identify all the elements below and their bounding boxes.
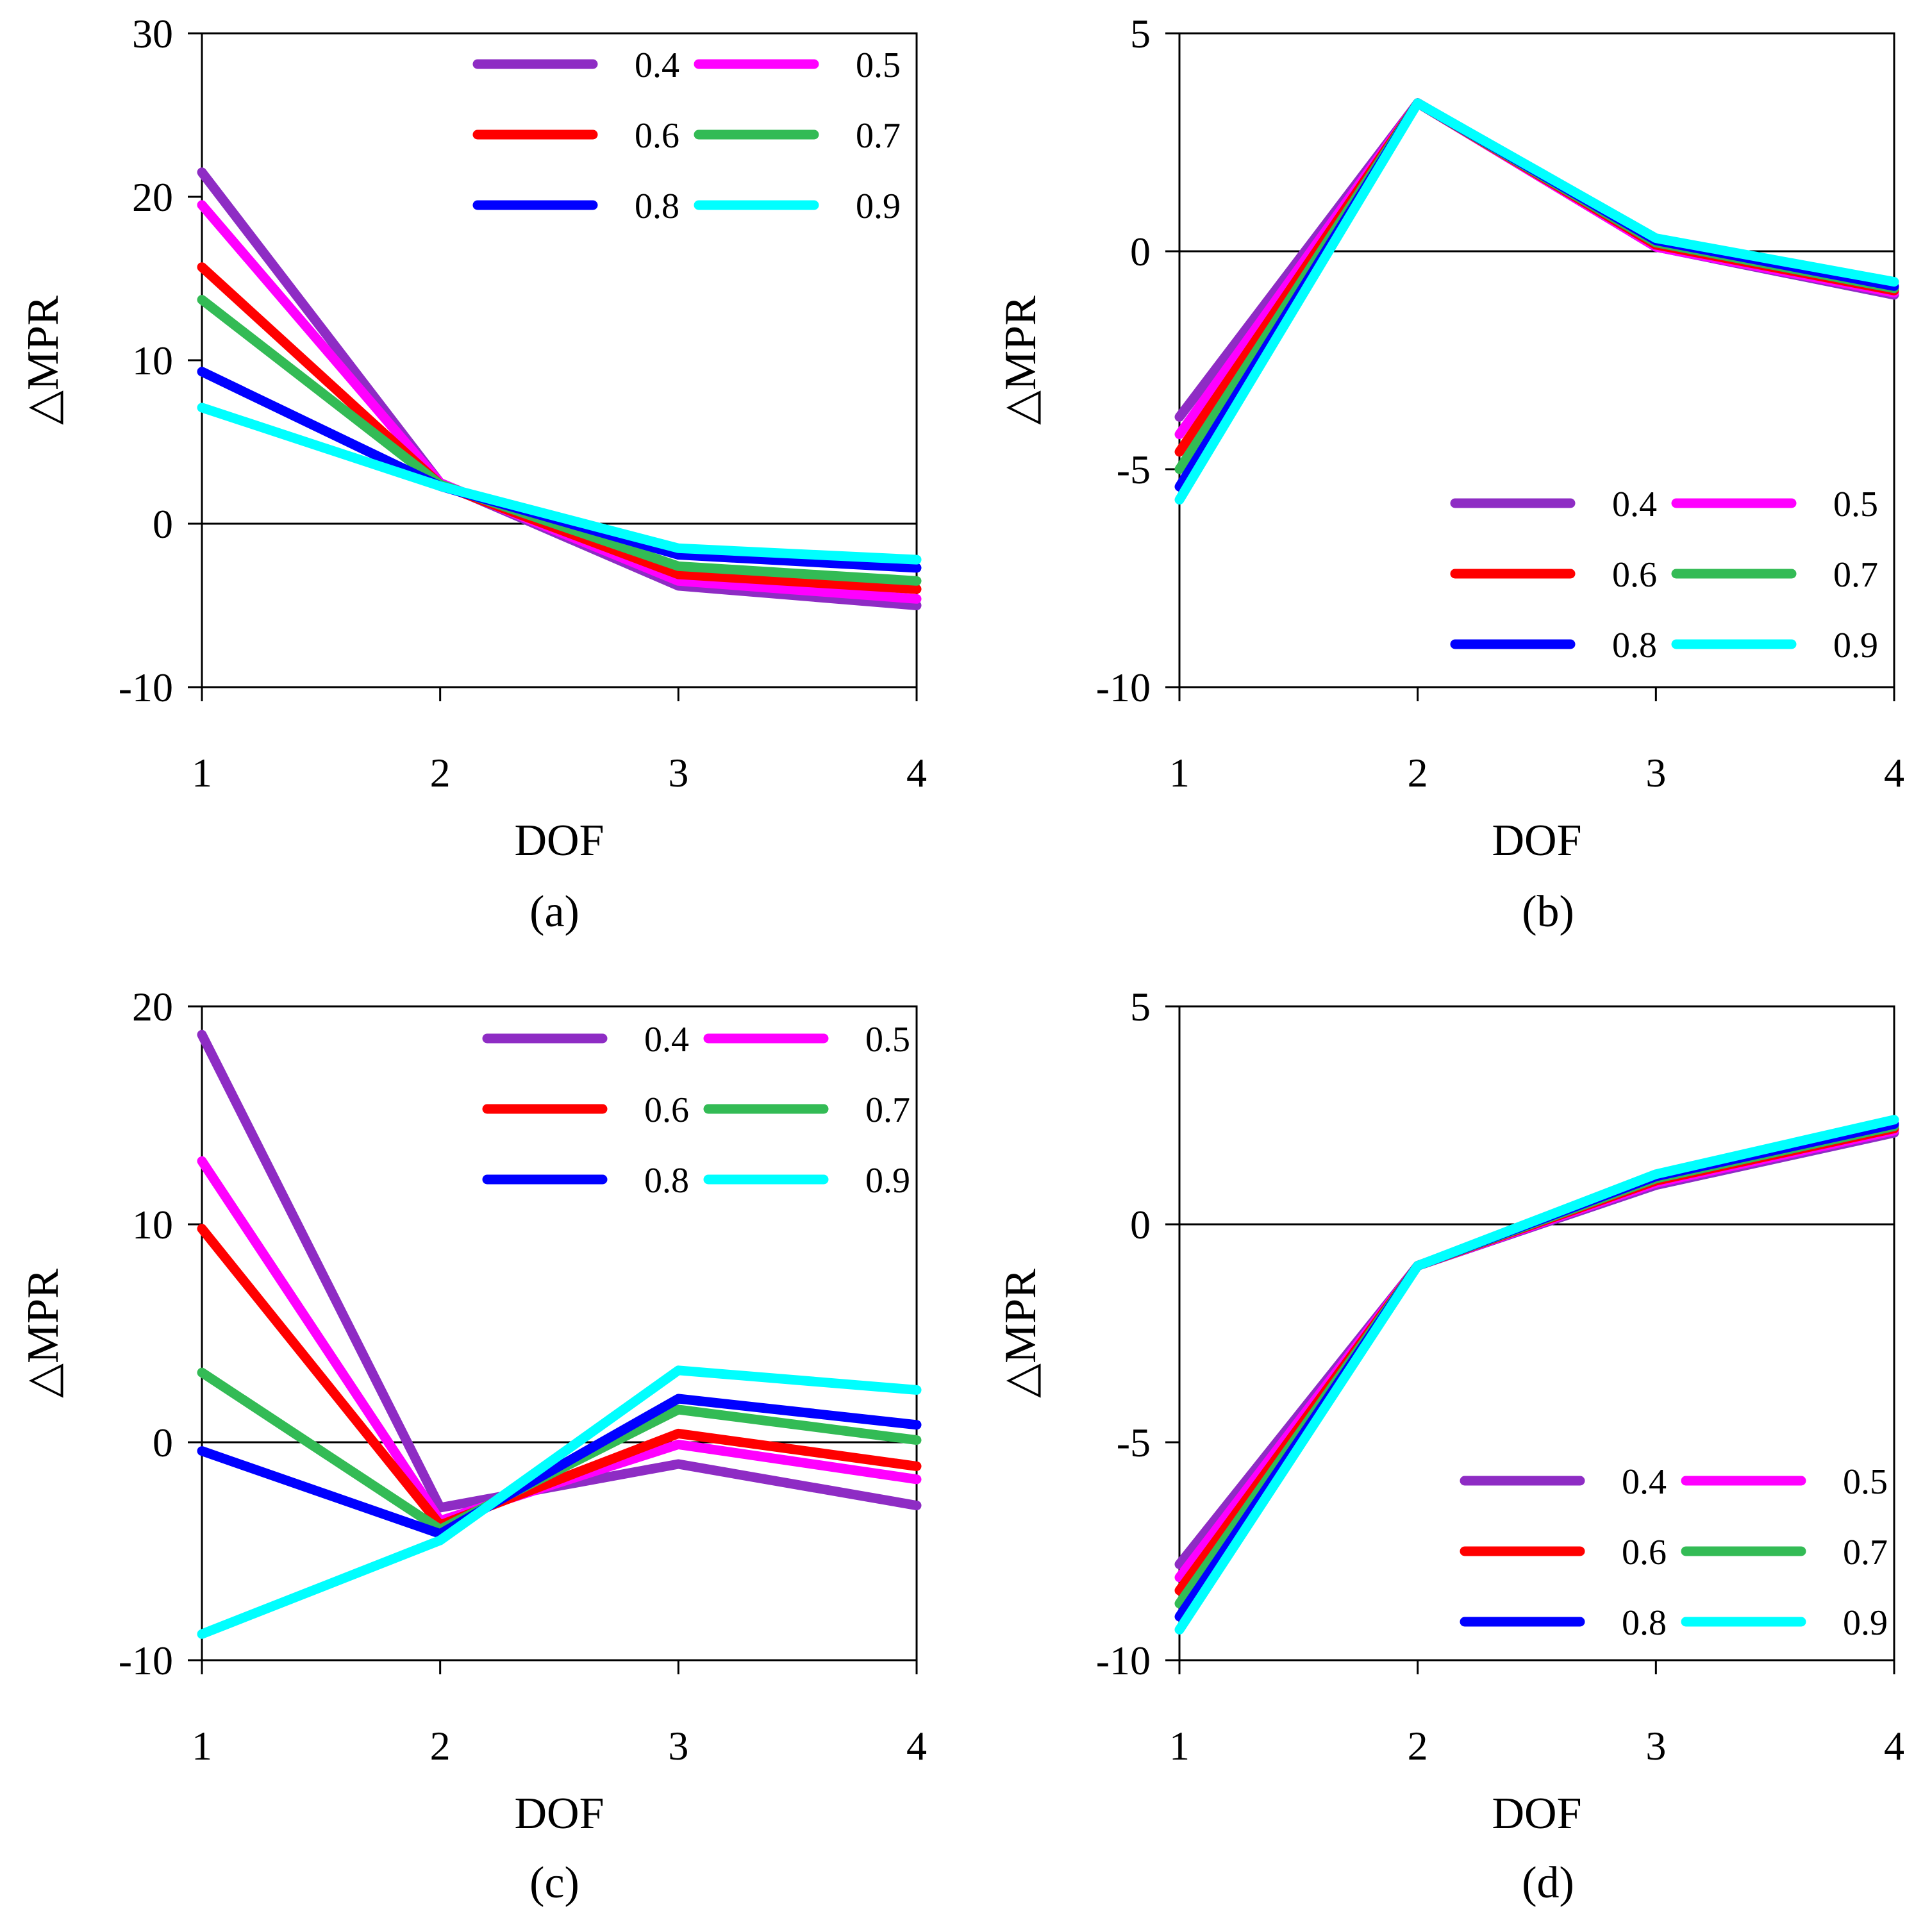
legend-label: 0.5: [1833, 485, 1878, 524]
y-tick-label: 10: [132, 1202, 173, 1247]
legend-label: 0.4: [1622, 1462, 1667, 1502]
x-axis-title: DOF: [514, 1789, 604, 1838]
series-line-0.9: [1174, 98, 1899, 505]
legend: 0.4 0.5 0.6 0.7 0.8 0.9: [1450, 485, 1878, 665]
x-tick-label: 2: [430, 750, 451, 795]
legend-label: 0.5: [856, 46, 901, 85]
legend-label: 0.7: [865, 1090, 910, 1130]
x-tick-label: 2: [430, 1723, 451, 1769]
y-axis-title: △MPR: [19, 296, 68, 425]
legend-label: 0.4: [635, 46, 679, 85]
x-axis-title: DOF: [514, 816, 604, 865]
series-line-0.9: [197, 1365, 922, 1639]
legend-label: 0.8: [644, 1161, 689, 1201]
y-tick-label: 0: [153, 1420, 173, 1465]
series-line-0.4: [1174, 1128, 1899, 1569]
y-tick-label: 5: [1130, 984, 1151, 1029]
chart-panel-c: -10 0 10 20 1 2 3 4 DOF △MPR 0.4 0.5 0.6 0.7 0.8 0.9 (c): [19, 984, 927, 1908]
plot-frame: [1178, 32, 1895, 688]
legend-label: 0.6: [635, 116, 679, 156]
y-tick-label: 0: [1130, 1202, 1151, 1247]
x-tick-label: 3: [668, 750, 688, 795]
legend-label: 0.4: [644, 1020, 689, 1060]
legend: 0.4 0.5 0.6 0.7 0.8 0.9: [1460, 1462, 1888, 1643]
series-line-0.6: [197, 1224, 922, 1530]
series-line-0.5: [1174, 1126, 1899, 1583]
legend-label: 0.9: [1833, 626, 1878, 665]
series-line-0.5: [197, 200, 922, 604]
legend-label: 0.9: [1843, 1603, 1888, 1643]
y-axis-title: △MPR: [996, 296, 1045, 425]
x-tick-label: 1: [192, 750, 212, 795]
y-tick-label: 20: [132, 174, 173, 220]
x-tick-label: 4: [906, 750, 927, 795]
legend-label: 0.7: [1843, 1533, 1888, 1572]
y-tick-label: 30: [132, 11, 173, 56]
plot-frame: [1178, 1005, 1895, 1661]
y-tick-label: 10: [132, 338, 173, 383]
legend-label: 0.6: [644, 1090, 689, 1130]
y-axis-title: △MPR: [996, 1269, 1045, 1398]
series-line-0.9: [1174, 1115, 1899, 1635]
legend-label: 0.9: [856, 187, 901, 226]
series-line-0.7: [1174, 1121, 1899, 1609]
y-tick-label: 5: [1130, 11, 1151, 56]
panel-label: (d): [1522, 1858, 1574, 1908]
y-tick-label: 0: [1130, 229, 1151, 274]
x-tick-label: 3: [1645, 750, 1666, 795]
series-line-0.8: [197, 1394, 922, 1539]
legend: 0.4 0.5 0.6 0.7 0.8 0.9: [482, 1020, 910, 1201]
x-tick-label: 4: [906, 1723, 927, 1769]
legend-label: 0.7: [856, 116, 901, 156]
legend-label: 0.8: [1612, 626, 1657, 665]
x-tick-label: 4: [1884, 1723, 1904, 1769]
panel-label: (c): [529, 1858, 579, 1908]
legend: 0.4 0.5 0.6 0.7 0.8 0.9: [472, 46, 901, 226]
legend-label: 0.9: [865, 1161, 910, 1201]
x-tick-label: 3: [668, 1723, 688, 1769]
y-tick-label: -10: [119, 665, 173, 710]
chart-panel-a: -10 0 10 20 30 1 2 3 4 DOF △MPR 0.4 0.5 0.6 0.7 0.8 0.9 (…: [19, 11, 927, 937]
x-tick-label: 4: [1884, 750, 1904, 795]
y-tick-label: 20: [132, 984, 173, 1029]
y-tick-label: 0: [153, 501, 173, 547]
x-tick-label: 1: [1169, 1723, 1190, 1769]
x-tick-label: 3: [1645, 1723, 1666, 1769]
legend-label: 0.7: [1833, 555, 1878, 595]
y-tick-label: -10: [1096, 1638, 1151, 1683]
panel-label: (a): [529, 887, 579, 937]
chart-panel-d: -10 -5 0 5 1 2 3 4 DOF △MPR 0.4 0.5 0.6 0.7 0.8 0.9 (d): [996, 984, 1904, 1908]
series-line-0.9: [197, 403, 922, 565]
plot-frame: [201, 1005, 918, 1661]
x-tick-label: 1: [192, 1723, 212, 1769]
y-tick-label: -5: [1117, 447, 1151, 492]
y-tick-label: -10: [1096, 665, 1151, 710]
chart-panel-b: -10 -5 0 5 1 2 3 4 DOF △MPR 0.4 0.5 0.6 0.7 0.8 0.9 (b): [996, 11, 1904, 937]
series-line-0.6: [1174, 1123, 1899, 1595]
panel-label: (b): [1522, 887, 1574, 937]
legend-label: 0.5: [865, 1020, 910, 1060]
series-line-0.8: [1174, 1119, 1899, 1622]
legend-label: 0.6: [1622, 1533, 1667, 1572]
legend-label: 0.5: [1843, 1462, 1888, 1502]
y-tick-label: -10: [119, 1638, 173, 1683]
x-axis-title: DOF: [1492, 816, 1581, 865]
legend-label: 0.8: [1622, 1603, 1667, 1643]
y-tick-label: -5: [1117, 1420, 1151, 1465]
x-tick-label: 2: [1408, 1723, 1428, 1769]
y-axis-title: △MPR: [19, 1269, 68, 1398]
x-axis-title: DOF: [1492, 1789, 1581, 1838]
legend-label: 0.4: [1612, 485, 1657, 524]
x-tick-label: 1: [1169, 750, 1190, 795]
x-tick-label: 2: [1408, 750, 1428, 795]
legend-label: 0.6: [1612, 555, 1657, 595]
legend-label: 0.8: [635, 187, 679, 226]
